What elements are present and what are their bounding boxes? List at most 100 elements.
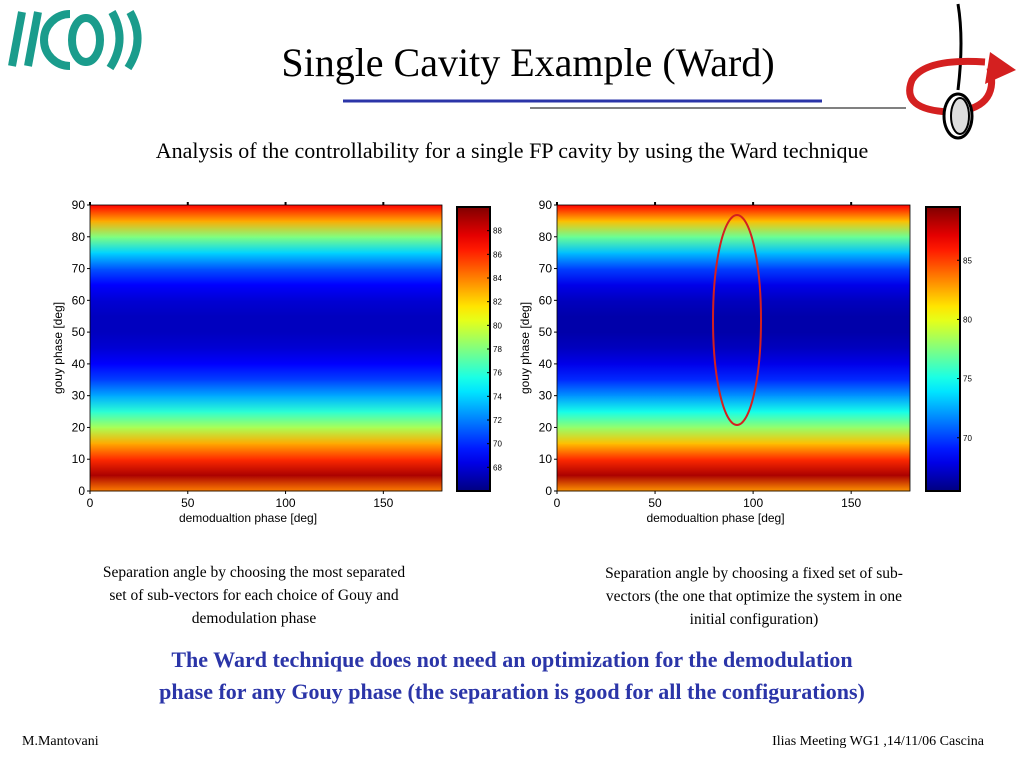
logo [8,10,142,71]
colorbar-tick-label: 82 [493,298,502,307]
y-axis-label: gouy phase [deg] [51,302,65,394]
heatmap-chart: 0 10 20 30 40 50 60 70 80 90 0 50 100 150 demodualtion… [518,198,972,525]
heat-band [90,284,442,301]
y-tick-label: 10 [539,452,553,466]
heat-band [90,220,442,238]
conclusion: The Ward technique does not need an opti… [159,647,865,704]
pendulum-icon [906,3,1016,140]
x-tick-label: 150 [373,496,393,510]
x-axis-label: demodualtion phase [deg] [646,511,784,525]
x-axis-label: demodualtion phase [deg] [179,511,317,525]
caption-line: demodulation phase [192,610,317,627]
plot-frame [556,204,911,492]
caption-line: initial configuration) [690,611,819,628]
conclusion-line: The Ward technique does not need an opti… [171,647,852,672]
y-tick-label: 70 [539,262,553,276]
y-tick-label: 10 [72,452,86,466]
y-tick-label: 90 [539,198,553,212]
x-tick-label: 150 [841,496,861,510]
heat-band [557,332,910,349]
y-tick-label: 50 [539,325,553,339]
colorbar [925,206,961,492]
heat-band [557,268,910,285]
colorbar-tick-label: 76 [493,369,502,378]
highlight-ellipse [712,214,762,426]
caption-line: Separation angle by choosing the most se… [103,564,405,581]
colorbar-tick-label: 75 [963,375,972,384]
colorbar-tick-label: 68 [493,463,502,472]
heat-band [557,220,910,238]
heat-band [557,316,910,333]
colorbar-tick-label: 72 [493,416,502,425]
caption-line: Separation angle by choosing a fixed set… [605,565,903,582]
y-tick-label: 0 [545,484,552,498]
x-tick-label: 0 [87,496,94,510]
y-tick-label: 20 [72,420,86,434]
heat-band [557,205,910,222]
colorbar [456,206,491,492]
footer-author: M.Mantovani [22,734,99,749]
y-tick-label: 80 [539,230,553,244]
caption-line: set of sub-vectors for each choice of Go… [109,587,398,604]
heat-band [557,427,910,444]
colorbar-tick-label: 88 [493,227,502,236]
x-tick-label: 100 [743,496,763,510]
y-tick-label: 70 [72,262,86,276]
heat-band [90,459,442,476]
colorbar-tick-label: 85 [963,256,972,265]
y-tick-label: 60 [539,293,553,307]
heat-band [557,284,910,301]
heat-band [90,348,442,365]
heat-band [90,363,442,381]
heat-band [557,459,910,476]
heat-band [90,300,442,317]
y-tick-label: 80 [72,230,86,244]
heat-band [557,363,910,381]
colorbar-tick-label: 78 [493,345,502,354]
x-tick-label: 100 [276,496,296,510]
heat-band [557,252,910,270]
colorbar-tick-label: 70 [963,434,972,443]
heat-band [557,300,910,317]
colorbar-tick-label: 80 [963,315,972,324]
heat-band [90,379,442,397]
x-tick-label: 50 [648,496,662,510]
heat-band [90,205,442,222]
heat-band [90,411,442,428]
y-tick-label: 0 [78,484,85,498]
heat-band [557,443,910,460]
heat-band [90,316,442,333]
heat-band [90,268,442,285]
colorbar-tick-label: 70 [493,440,502,449]
heat-band [90,475,442,492]
y-tick-label: 40 [539,357,553,371]
heat-band [90,252,442,270]
plot-frame [89,204,443,492]
y-axis-label: gouy phase [deg] [518,302,532,394]
heat-band [557,395,910,413]
captions: Separation angle by choosing the most se… [103,564,903,628]
colorbar-tick-label: 86 [493,250,502,259]
heat-band [557,236,910,254]
y-tick-label: 30 [72,389,86,403]
heat-band [90,332,442,349]
colorbar-tick-label: 74 [493,392,502,401]
heat-band [557,379,910,397]
heat-band [90,443,442,460]
heat-band [90,395,442,413]
x-tick-label: 50 [181,496,195,510]
heat-band [557,411,910,428]
x-tick-label: 0 [554,496,561,510]
slide-title: Single Cavity Example (Ward) [281,40,774,85]
heat-band [557,348,910,365]
subtitle: Analysis of the controllability for a si… [156,138,869,163]
caption-line: vectors (the one that optimize the syste… [606,588,902,605]
footer-event: Ilias Meeting WG1 ,14/11/06 Cascina [772,734,985,749]
y-tick-label: 90 [72,198,86,212]
heatmap-chart: 0 10 20 30 40 50 60 70 80 90 0 50 100 150 demodualtion… [51,198,502,525]
conclusion-line: phase for any Gouy phase (the separation… [159,679,865,704]
y-tick-label: 20 [539,420,553,434]
y-tick-label: 60 [72,293,86,307]
